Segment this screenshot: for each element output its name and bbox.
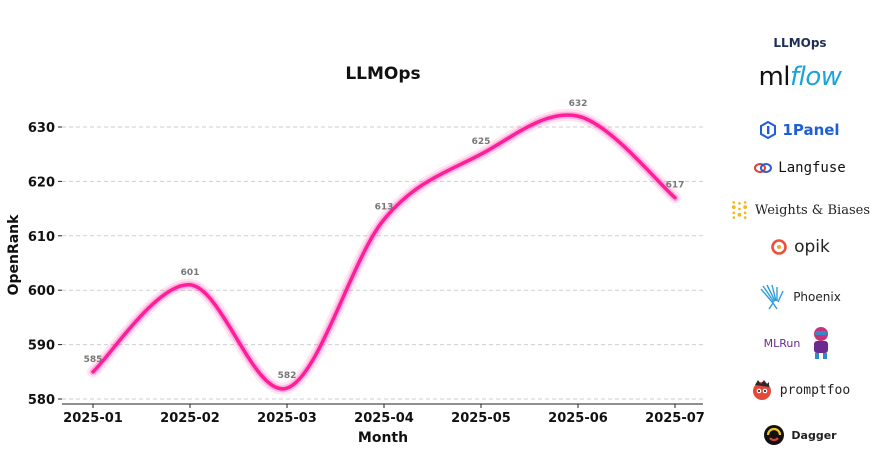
x-tick-label: 2025-02 xyxy=(160,411,220,426)
x-tick-label: 2025-06 xyxy=(548,411,608,426)
series-line-halo xyxy=(89,111,679,393)
data-label: 632 xyxy=(569,99,588,109)
wandb-dots-icon xyxy=(731,201,748,219)
data-label: 613 xyxy=(375,202,394,212)
y-tick-label: 590 xyxy=(28,339,55,354)
y-tick-label: 630 xyxy=(28,121,55,136)
y-axis-ticks: 580 590 600 610 620 630 xyxy=(28,121,62,408)
mlflow-wordmark: mlflow xyxy=(758,62,842,92)
y-tick-label: 610 xyxy=(28,230,55,245)
line-chart: LLMOps 580 590 600 610 620 630 2025-01 2025-02… xyxy=(6,64,705,446)
promptfoo-mascot-icon xyxy=(752,380,771,400)
data-labels: 585 601 582 613 625 632 617 xyxy=(84,99,685,381)
logo-weights-biases: Weights & Biases xyxy=(730,199,870,221)
x-tick-label: 2025-04 xyxy=(354,411,414,426)
logo-mlrun: MLRun xyxy=(730,325,870,361)
grid-lines xyxy=(62,126,703,400)
logo-opik: opik xyxy=(730,237,870,257)
y-axis-label: OpenRank xyxy=(6,214,22,296)
data-label: 601 xyxy=(181,268,200,278)
x-tick-label: 2025-05 xyxy=(451,411,511,426)
x-axis-ticks: 2025-01 2025-02 2025-03 2025-04 2025-05 2025-… xyxy=(63,404,705,426)
x-tick-label: 2025-07 xyxy=(645,411,705,426)
chart-title: LLMOps xyxy=(345,64,420,84)
phoenix-wing-icon xyxy=(760,284,784,310)
logo-dagger: Dagger xyxy=(730,424,870,446)
data-label: 585 xyxy=(84,355,103,365)
logo-panel: LLMOps mlflow 1Panel Langfuse Weights & … xyxy=(730,0,870,455)
langfuse-knot-icon xyxy=(754,163,773,173)
dagger-icon xyxy=(764,425,785,445)
phoenix-label: Phoenix xyxy=(793,290,841,304)
series-line-glow xyxy=(87,108,681,395)
mlrun-mascot-icon xyxy=(814,327,829,359)
y-tick-label: 620 xyxy=(28,175,55,190)
langfuse-label: Langfuse xyxy=(778,160,846,176)
llmops-label: LLMOps xyxy=(773,36,827,50)
mlflow-label-a: ml xyxy=(758,62,790,92)
logo-promptfoo: promptfoo xyxy=(730,378,870,402)
logo-langfuse: Langfuse xyxy=(730,160,870,176)
logo-mlflow: mlflow xyxy=(730,62,870,92)
x-tick-label: 2025-03 xyxy=(257,411,317,426)
opik-label: opik xyxy=(794,237,830,257)
data-label: 582 xyxy=(278,371,297,381)
x-tick-label: 2025-01 xyxy=(63,411,123,426)
series-openrank xyxy=(87,108,681,395)
1panel-label: 1Panel xyxy=(782,121,840,139)
data-label: 625 xyxy=(472,137,491,147)
data-label: 617 xyxy=(666,181,685,191)
x-axis-label: Month xyxy=(358,430,408,446)
hexagon-icon xyxy=(760,121,777,139)
logo-1panel: 1Panel xyxy=(730,121,870,139)
dagger-label: Dagger xyxy=(791,428,837,442)
series-line xyxy=(91,113,677,391)
logo-llmops: LLMOps xyxy=(730,36,870,50)
mlflow-label-b: flow xyxy=(790,62,842,92)
y-tick-label: 600 xyxy=(28,284,55,299)
logo-phoenix: Phoenix xyxy=(730,283,870,311)
opik-ring-icon xyxy=(771,239,787,255)
promptfoo-label: promptfoo xyxy=(779,382,851,398)
y-tick-label: 580 xyxy=(28,393,55,408)
mlrun-label: MLRun xyxy=(763,336,801,350)
weights-biases-label: Weights & Biases xyxy=(754,202,870,218)
